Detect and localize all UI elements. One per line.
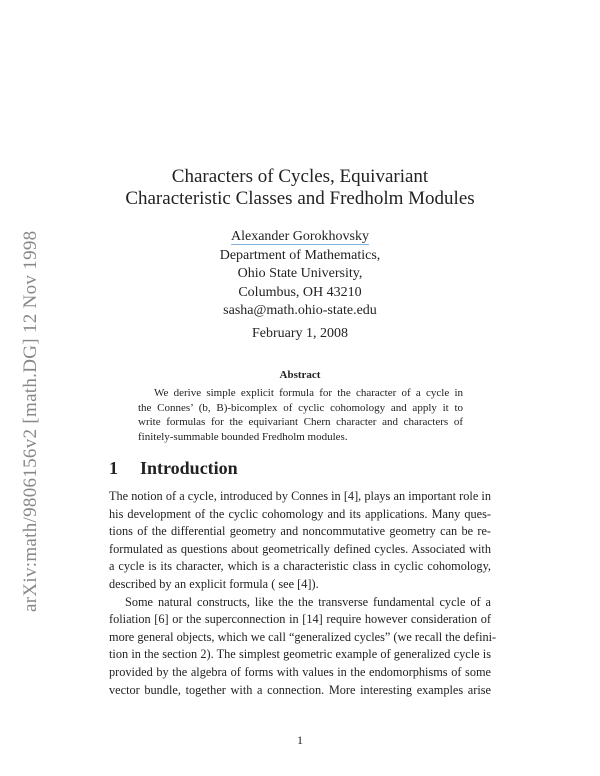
section-heading: 1 Introduction: [109, 458, 238, 479]
affiliation-line: Department of Mathematics,: [219, 247, 381, 263]
body-line: formulated as questions about geometrica…: [109, 541, 491, 556]
title-line: Characters of Cycles, Equivariant: [171, 166, 429, 187]
page-number: 1: [297, 733, 303, 747]
body-line: his development of the cyclic cohomology…: [109, 506, 491, 521]
author-link[interactable]: Alexander Gorokhovsky: [230, 229, 370, 245]
affiliation-line: Columbus, OH 43210: [238, 284, 362, 300]
body-line: Some natural constructs, like the the tr…: [125, 594, 491, 609]
abstract-text: We derive simple explicit formula for th…: [138, 386, 463, 444]
body-line: vector bundle, together with a connectio…: [109, 682, 491, 697]
body-text: The notion of a cycle, introduced by Con…: [109, 488, 497, 699]
body-line: provided by the algebra of forms with va…: [109, 664, 491, 679]
paper-title: Characters of Cycles, Equivariant Charac…: [0, 166, 600, 210]
section-number: 1: [109, 458, 118, 478]
section-title: Introduction: [140, 458, 238, 478]
author-email: sasha@math.ohio-state.edu: [223, 303, 377, 318]
paper-date: February 1, 2008: [251, 326, 349, 341]
body-line: The notion of a cycle, introduced by Con…: [109, 489, 491, 503]
abstract-line: We derive simple explicit formula for th…: [154, 387, 463, 399]
author-block: Alexander Gorokhovsky Department of Math…: [0, 228, 600, 321]
body-line: described by an explicit formula ( see […: [109, 576, 319, 591]
abstract-line: write formulas for the equivariant Chern…: [138, 416, 463, 429]
body-line: tion in the section 2). The simplest geo…: [109, 647, 491, 662]
affiliation-line: Ohio State University,: [237, 266, 363, 281]
abstract-line: the Connes’ (b, B)-bicomplex of cyclic c…: [138, 401, 463, 414]
abstract-line: finitely-summable bounded Fredholm modul…: [138, 430, 348, 443]
title-line: Characteristic Classes and Fredholm Modu…: [125, 188, 475, 209]
body-line: a cycle is its character, which is a cha…: [109, 559, 491, 574]
body-line: more general objects, which we call “gen…: [109, 629, 497, 644]
abstract-heading: Abstract: [279, 369, 321, 381]
body-line: tions of the differential geometry and n…: [109, 524, 491, 539]
body-line: foliation [6] or the superconnection in …: [109, 612, 491, 627]
